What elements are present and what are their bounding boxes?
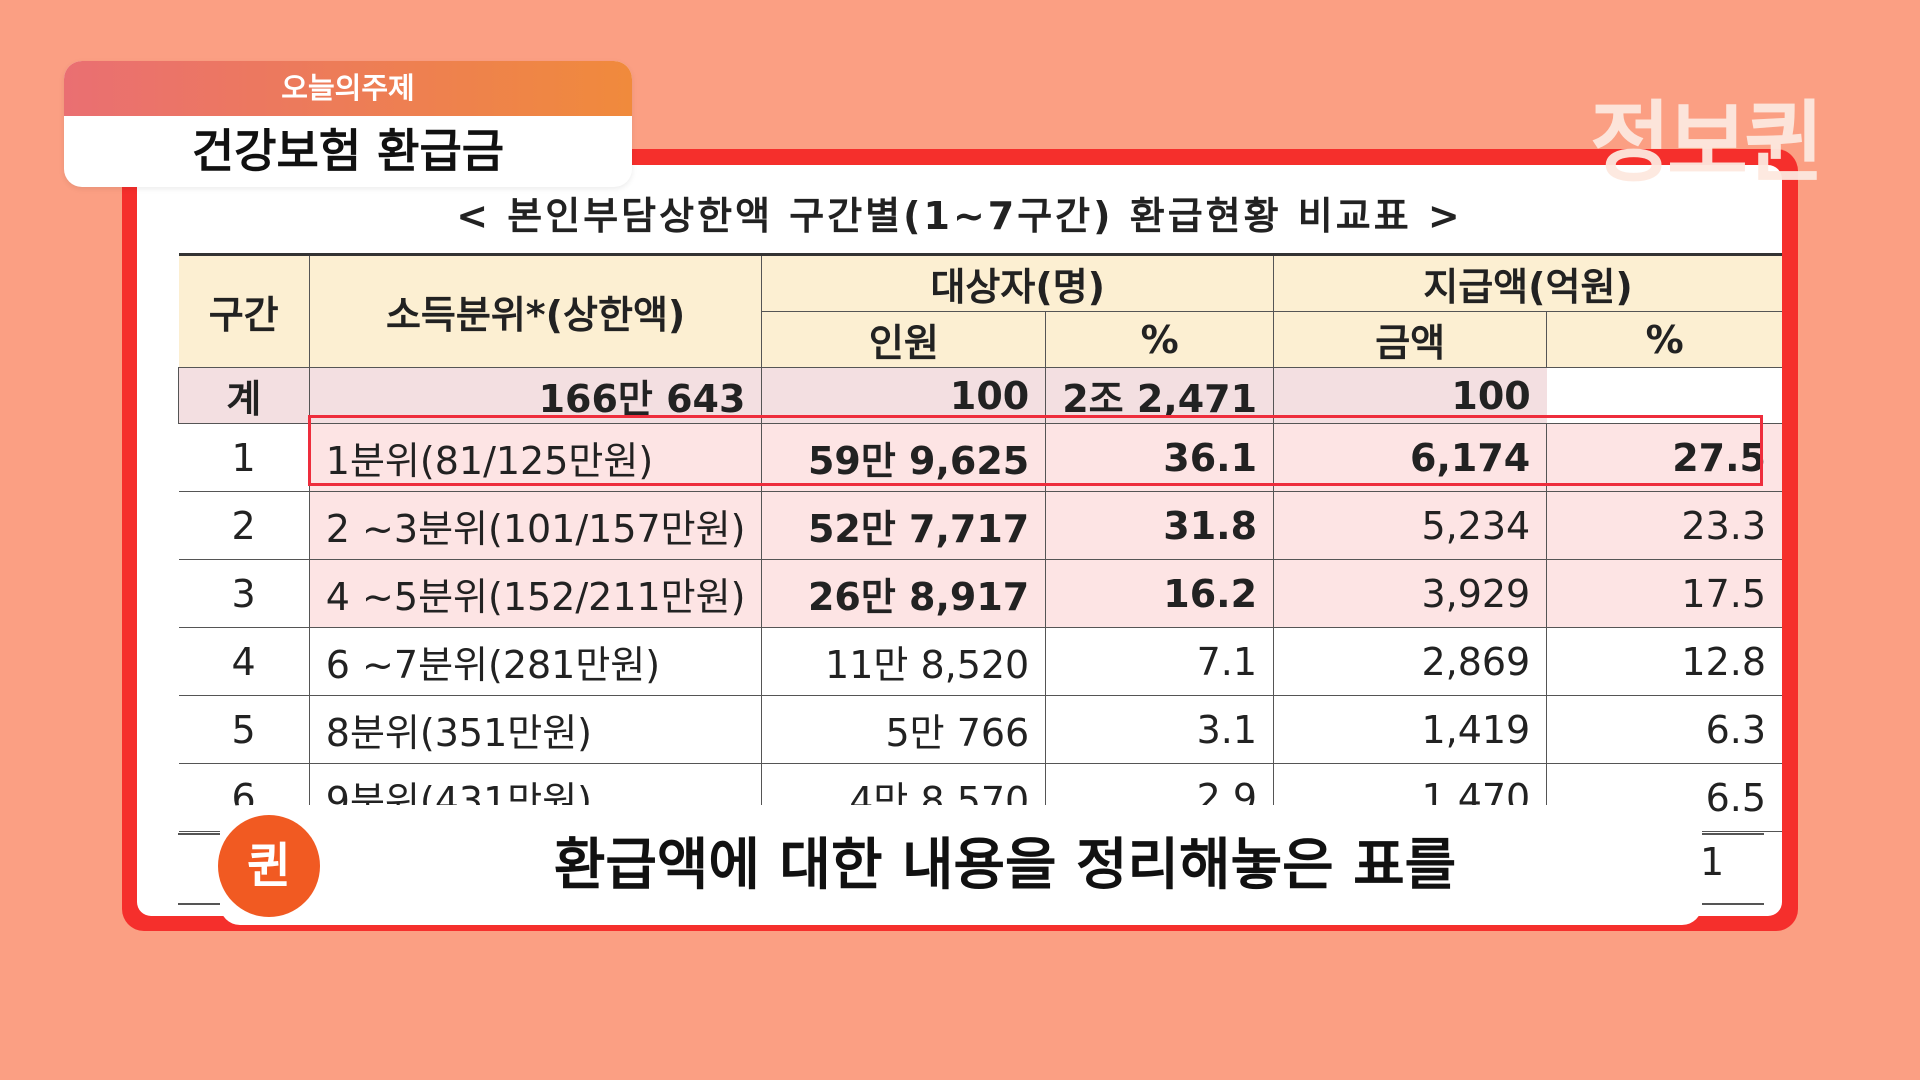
table-cell: 5,234 [1273, 491, 1548, 560]
table-cell: 6,174 [1273, 423, 1548, 492]
table-cell: 5 [178, 695, 310, 764]
table-cell: 31.8 [1045, 491, 1275, 560]
data-row: 5 8분위(351만원) 5만 766 3.1 1,419 6.3 [178, 695, 1782, 764]
caption-bar [220, 805, 1702, 925]
table-cell: 1분위(81/125만원) [308, 423, 763, 492]
table-cell: 2 ~3분위(101/157만원) [308, 491, 763, 560]
table-rule [178, 833, 223, 835]
table-cell: 23.3 [1546, 491, 1782, 560]
header-cell: 구간 [178, 253, 310, 368]
header-cell: 금액 [1273, 311, 1548, 368]
table-cell: 52만 7,717 [761, 491, 1047, 560]
table-cell: 11만 8,520 [761, 627, 1047, 696]
table-cell: 계 [178, 367, 310, 424]
highlight-box [308, 415, 1763, 486]
table-cell: 3.1 [1045, 695, 1275, 764]
table-title: < 본인부담상한액 구간별(1~7구간) 환급현황 비교표 > [456, 194, 1463, 238]
channel-logo: 정보퀸 [1590, 91, 1825, 194]
table-cell: 100 [761, 367, 1047, 424]
header-cell: 인원 [761, 311, 1047, 368]
content-panel: < 본인부담상한액 구간별(1~7구간) 환급현황 비교표 > 구간 소득분위*… [137, 165, 1782, 916]
table-cell: 26만 8,917 [761, 559, 1047, 628]
table-cell: 27.5 [1546, 423, 1782, 492]
table-cell: 36.1 [1045, 423, 1275, 492]
table-cell: 2 [178, 491, 310, 560]
table-rule [1702, 903, 1764, 905]
table-rule [178, 903, 223, 905]
total-row: 계 166만 643 100 2조 2,471 100 [178, 367, 1783, 424]
header-cell: 소득분위*(상한액) [308, 253, 763, 368]
table-cell: 1,419 [1273, 695, 1548, 764]
table-cell: 17.5 [1546, 559, 1782, 628]
table-cell: 1 [1700, 840, 1725, 884]
table-cell: 3,929 [1273, 559, 1548, 628]
table-cell: 16.2 [1045, 559, 1275, 628]
table-cell: 4 [178, 627, 310, 696]
topic-title: 건강보험 환급금 [191, 124, 505, 178]
table-rule [1702, 833, 1764, 835]
header-cell: % [1546, 311, 1782, 368]
caption-icon: 퀸 [218, 815, 320, 917]
table-cell: 3 [178, 559, 310, 628]
table-cell: 5만 766 [761, 695, 1047, 764]
topic-card: 오늘의주제 건강보험 환급금 [64, 61, 632, 187]
table-cell: 59만 9,625 [761, 423, 1047, 492]
table-cell: 2,869 [1273, 627, 1548, 696]
table-cell: 1 [178, 423, 310, 492]
table-cell: 6 ~7분위(281만원) [308, 627, 763, 696]
header-cell: 대상자(명) [761, 253, 1275, 312]
topic-badge: 오늘의주제 [64, 61, 632, 116]
table-cell: 12.8 [1546, 627, 1782, 696]
data-row: 1 1분위(81/125만원) 59만 9,625 36.1 6,174 27.5 [178, 423, 1782, 492]
caption-text: 환급액에 대한 내용을 정리해놓은 표를 [553, 833, 1457, 898]
table-cell: 166만 643 [308, 367, 763, 424]
table-cell: 100 [1273, 367, 1547, 424]
table-cell: 7.1 [1045, 627, 1275, 696]
table-cell: 6.3 [1546, 695, 1782, 764]
table-cell: 4 ~5분위(152/211만원) [308, 559, 763, 628]
header-cell: 지급액(억원) [1273, 253, 1782, 312]
table-cell: 8분위(351만원) [308, 695, 763, 764]
refund-table: 구간 소득분위*(상한액) 대상자(명) 지급액(억원) 인원% 금액% 계 166… [178, 253, 1782, 832]
header-cell: % [1045, 311, 1275, 368]
